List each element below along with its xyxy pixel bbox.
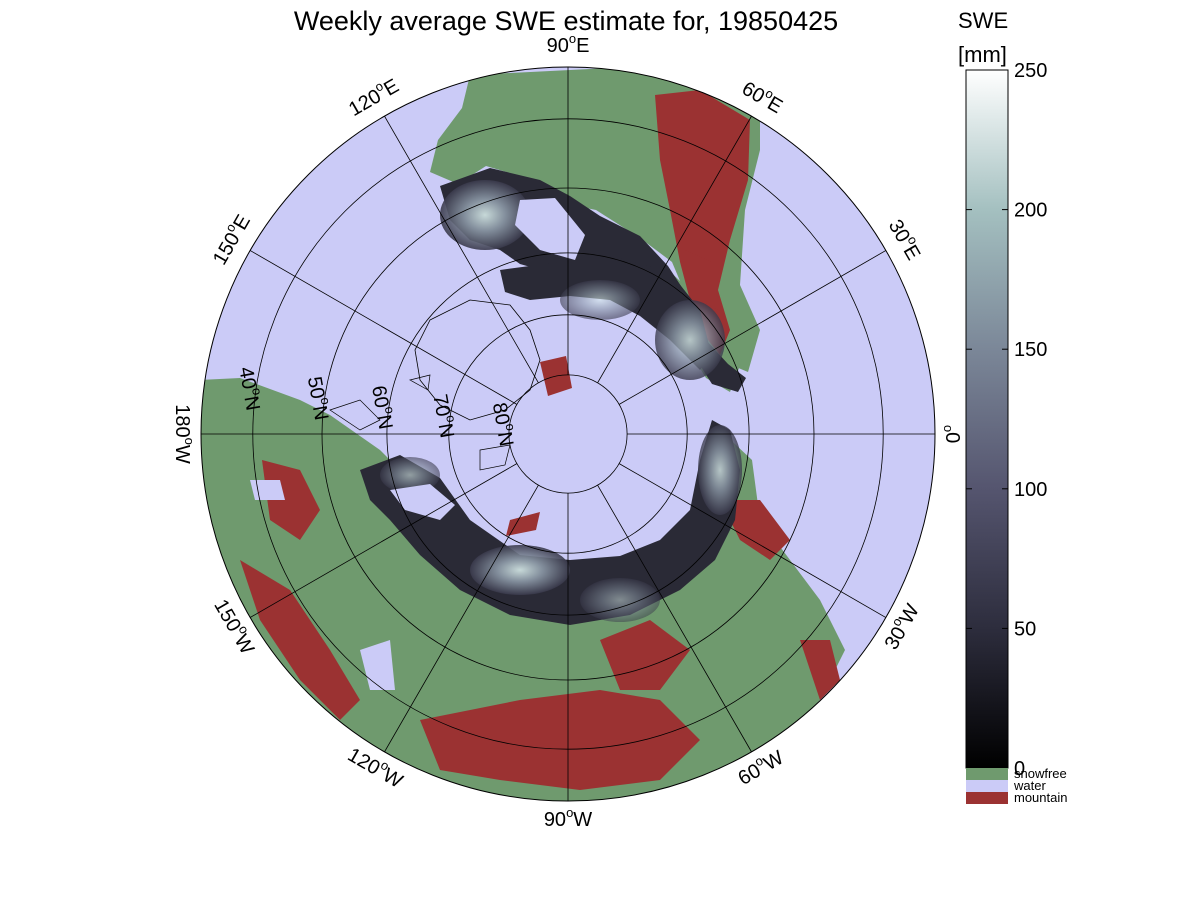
latitude-label-value: 50 bbox=[303, 375, 329, 401]
latitude-label-hemisphere: N bbox=[433, 422, 457, 440]
latitude-label-hemisphere: N bbox=[308, 404, 332, 422]
latitude-label: 70oN bbox=[428, 392, 462, 440]
category-label: mountain bbox=[1014, 790, 1067, 805]
longitude-label: 30oE bbox=[884, 214, 928, 264]
colorbar: SWE [mm] 0 50 100 150 200 250 snowfreewatermo… bbox=[958, 8, 1067, 805]
meridian-line bbox=[619, 463, 895, 623]
greenland-outline bbox=[414, 299, 541, 421]
colorbar-title-line2: [mm] bbox=[958, 42, 1007, 67]
longitude-label: 90oE bbox=[547, 31, 590, 57]
longitude-label-hemisphere: W bbox=[229, 631, 258, 658]
colorbar-gradient bbox=[965, 69, 1009, 769]
category-swatch bbox=[966, 780, 1008, 792]
longitude-label-hemisphere: E bbox=[898, 242, 924, 265]
longitude-label-value: 90 bbox=[544, 809, 566, 831]
latitude-label-value: 40 bbox=[234, 365, 260, 391]
latitude-label: 60oN bbox=[367, 383, 401, 431]
latitude-label: 40oN bbox=[234, 365, 268, 413]
longitude-label-hemisphere: E bbox=[380, 75, 403, 101]
latitude-label-hemisphere: N bbox=[493, 430, 517, 448]
meridian-line bbox=[241, 463, 517, 623]
longitude-label: 60oE bbox=[738, 74, 788, 118]
meridian-line bbox=[597, 107, 757, 383]
longitude-label-value: 0 bbox=[943, 432, 965, 443]
colorbar-tick-label: 250 bbox=[1014, 60, 1047, 82]
category-swatch bbox=[966, 792, 1008, 804]
meridian-line bbox=[619, 245, 895, 405]
map-border bbox=[200, 66, 936, 802]
mountain-regions bbox=[240, 90, 840, 790]
colorbar-tick-label: 50 bbox=[1014, 618, 1036, 640]
longitude-label-value: 60 bbox=[738, 78, 768, 108]
degree-mark: o bbox=[569, 31, 576, 46]
colorbar-tick-label: 200 bbox=[1014, 200, 1047, 222]
longitude-label-hemisphere: E bbox=[576, 35, 589, 57]
category-swatch bbox=[966, 768, 1008, 780]
degree-mark: o bbox=[318, 396, 334, 406]
degree-mark: o bbox=[566, 805, 573, 820]
degree-mark: o bbox=[249, 386, 265, 396]
category-label: snowfree bbox=[1014, 766, 1067, 781]
meridian-line bbox=[379, 485, 539, 761]
latitude-label-hemisphere: N bbox=[372, 413, 396, 431]
longitude-label-value: 120 bbox=[344, 744, 384, 780]
longitude-label-value: 180 bbox=[171, 404, 193, 437]
latitude-label-hemisphere: N bbox=[239, 394, 263, 412]
figure-title: Weekly average SWE estimate for, 1985042… bbox=[294, 6, 838, 36]
meridian-line bbox=[597, 485, 757, 761]
colorbar-tick-label: 100 bbox=[1014, 479, 1047, 501]
longitude-label: 180oW bbox=[171, 404, 197, 464]
degree-mark: o bbox=[443, 414, 459, 424]
longitude-label: 0o bbox=[939, 425, 965, 443]
latitude-label-value: 80 bbox=[488, 401, 514, 427]
latitude-label: 80oN bbox=[488, 400, 522, 448]
colorbar-tick-label: 0 bbox=[1014, 758, 1025, 780]
category-label: water bbox=[1013, 778, 1046, 793]
latitude-label-value: 60 bbox=[367, 384, 393, 410]
longitude-label-hemisphere: W bbox=[573, 809, 592, 831]
longitude-label-hemisphere: W bbox=[760, 747, 787, 776]
longitude-label-value: 150 bbox=[209, 229, 245, 269]
longitude-label-hemisphere: W bbox=[171, 445, 193, 464]
degree-mark: o bbox=[503, 422, 519, 432]
longitude-label-value: 90 bbox=[547, 35, 569, 57]
colorbar-tick-label: 150 bbox=[1014, 339, 1047, 361]
degree-mark: o bbox=[182, 438, 197, 445]
arctic-islands-outline bbox=[329, 374, 511, 471]
latitude-label-value: 70 bbox=[428, 393, 454, 419]
degree-mark: o bbox=[382, 405, 398, 415]
meridian-line bbox=[379, 107, 539, 383]
longitude-label-value: 30 bbox=[881, 623, 911, 653]
graticule bbox=[201, 67, 935, 801]
polar-map bbox=[201, 67, 935, 801]
longitude-label: 90oW bbox=[544, 805, 592, 831]
colorbar-title-line1: SWE bbox=[958, 8, 1008, 33]
meridian-line bbox=[241, 245, 517, 405]
degree-mark: o bbox=[939, 425, 954, 432]
colorbar-ticks: 0 50 100 150 200 250 bbox=[966, 60, 1047, 780]
latitude-label: 50oN bbox=[303, 374, 337, 422]
